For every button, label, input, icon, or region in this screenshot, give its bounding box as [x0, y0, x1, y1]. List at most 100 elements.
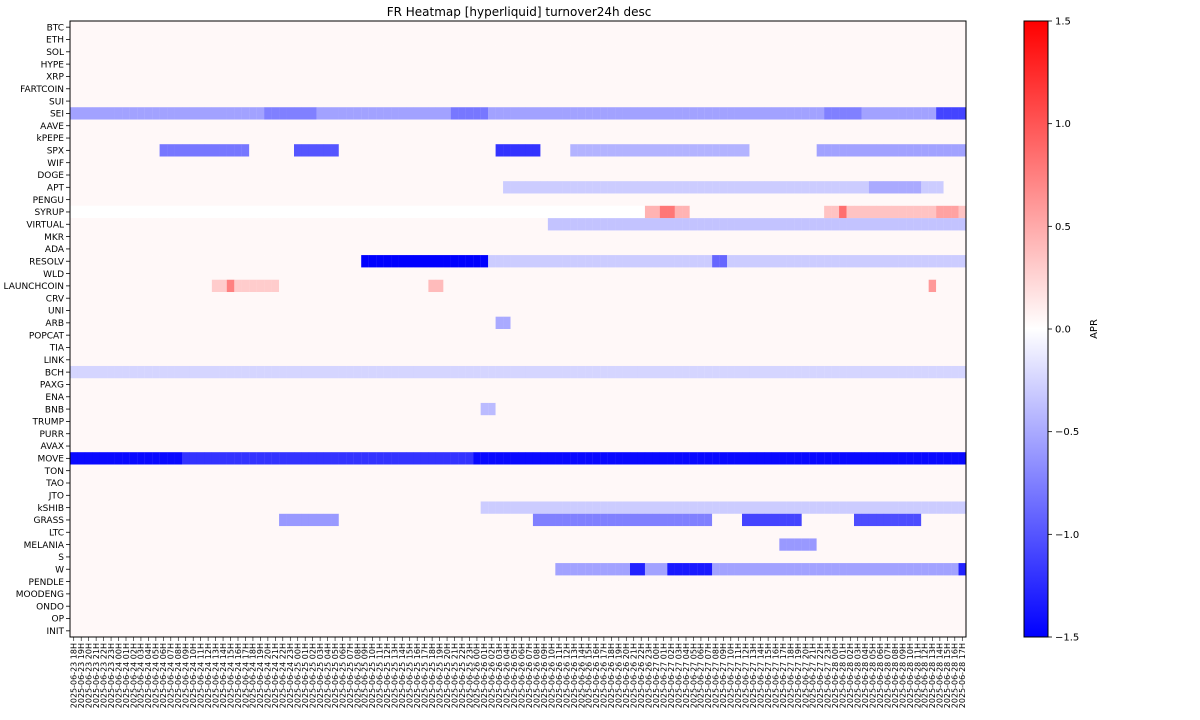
heatmap-cell	[488, 329, 496, 342]
heatmap-cell	[361, 304, 369, 317]
heatmap-cell	[921, 70, 929, 83]
heatmap-cell	[600, 21, 608, 34]
heatmap-cell	[495, 181, 504, 194]
heatmap-cell	[615, 341, 623, 354]
heatmap-cell	[211, 230, 220, 243]
heatmap-cell	[607, 402, 616, 416]
heatmap-cell	[331, 45, 339, 59]
heatmap-cell	[495, 501, 504, 514]
heatmap-cell	[637, 267, 646, 280]
heatmap-cell	[204, 218, 213, 231]
heatmap-cell	[727, 439, 735, 453]
heatmap-cell	[839, 107, 847, 120]
heatmap-cell	[600, 513, 608, 527]
heatmap-cell	[839, 144, 847, 157]
heatmap-cell	[607, 218, 616, 231]
heatmap-cell	[167, 255, 175, 268]
heatmap-cell	[84, 119, 93, 133]
heatmap-cell	[473, 70, 481, 83]
heatmap-cell	[689, 464, 698, 477]
heatmap-cell	[211, 501, 220, 514]
heatmap-cell	[234, 144, 242, 157]
heatmap-cell	[77, 156, 86, 169]
heatmap-cell	[353, 402, 362, 416]
heatmap-cell	[547, 464, 556, 477]
heatmap-cell	[794, 131, 802, 145]
heatmap-cell	[756, 45, 765, 59]
heatmap-cell	[271, 230, 280, 243]
heatmap-cell	[883, 402, 892, 416]
heatmap-cell	[570, 476, 578, 490]
heatmap-cell	[906, 378, 914, 391]
heatmap-cell	[756, 365, 765, 379]
heatmap-cell	[196, 415, 205, 428]
heatmap-cell	[682, 452, 690, 465]
heatmap-cell	[749, 131, 758, 145]
heatmap-cell	[122, 526, 130, 539]
heatmap-cell	[196, 464, 205, 477]
heatmap-cell	[644, 464, 653, 477]
heatmap-cell	[473, 57, 481, 71]
heatmap-cell	[839, 82, 847, 96]
heatmap-cell	[435, 464, 444, 477]
heatmap-cell	[488, 390, 496, 404]
heatmap-cell	[592, 242, 601, 256]
heatmap-cell	[234, 304, 242, 317]
heatmap-cell	[510, 279, 519, 293]
heatmap-cell	[211, 489, 220, 502]
heatmap-cell	[99, 464, 108, 477]
heatmap-cell	[846, 316, 855, 330]
heatmap-cell	[876, 156, 885, 169]
heatmap-cell	[532, 279, 541, 293]
heatmap-cell	[413, 365, 422, 379]
heatmap-cell	[219, 156, 227, 169]
heatmap-cell	[906, 292, 914, 305]
heatmap-cell	[674, 230, 683, 243]
heatmap-cell	[876, 415, 885, 428]
heatmap-cell	[562, 242, 571, 256]
heatmap-cell	[137, 131, 145, 145]
heatmap-cell	[824, 390, 832, 404]
heatmap-cell	[861, 144, 870, 157]
heatmap-cell	[585, 205, 593, 219]
heatmap-cell	[167, 94, 175, 108]
heatmap-cell	[883, 316, 892, 330]
heatmap-cell	[323, 415, 332, 428]
heatmap-cell	[92, 205, 101, 219]
heatmap-cell	[241, 218, 250, 231]
heatmap-cell	[391, 513, 399, 527]
heatmap-cell	[525, 390, 534, 404]
heatmap-cell	[264, 341, 272, 354]
heatmap-cell	[353, 218, 362, 231]
heatmap-cell	[286, 144, 295, 157]
heatmap-cell	[450, 304, 459, 317]
heatmap-cell	[913, 501, 922, 514]
heatmap-cell	[712, 452, 720, 465]
heatmap-cell	[794, 439, 802, 453]
heatmap-cell	[219, 464, 227, 477]
heatmap-cell	[727, 365, 735, 379]
heatmap-cell	[936, 57, 944, 71]
heatmap-cell	[92, 316, 101, 330]
heatmap-cell	[256, 365, 265, 379]
heatmap-cell	[913, 292, 922, 305]
heatmap-cell	[779, 242, 787, 256]
heatmap-cell	[585, 70, 593, 83]
heatmap-cell	[943, 464, 952, 477]
heatmap-cell	[652, 131, 661, 145]
heatmap-cell	[891, 255, 899, 268]
heatmap-cell	[876, 329, 885, 342]
heatmap-cell	[630, 476, 638, 490]
heatmap-cell	[473, 267, 481, 280]
heatmap-cell	[674, 316, 683, 330]
heatmap-cell	[921, 218, 929, 231]
heatmap-cell	[532, 131, 541, 145]
heatmap-cell	[577, 33, 586, 46]
heatmap-cell	[137, 476, 145, 490]
heatmap-cell	[891, 168, 899, 182]
heatmap-cell	[346, 316, 354, 330]
heatmap-cell	[652, 70, 661, 83]
heatmap-cell	[137, 205, 145, 219]
heatmap-cell	[182, 390, 190, 404]
heatmap-cell	[495, 341, 504, 354]
